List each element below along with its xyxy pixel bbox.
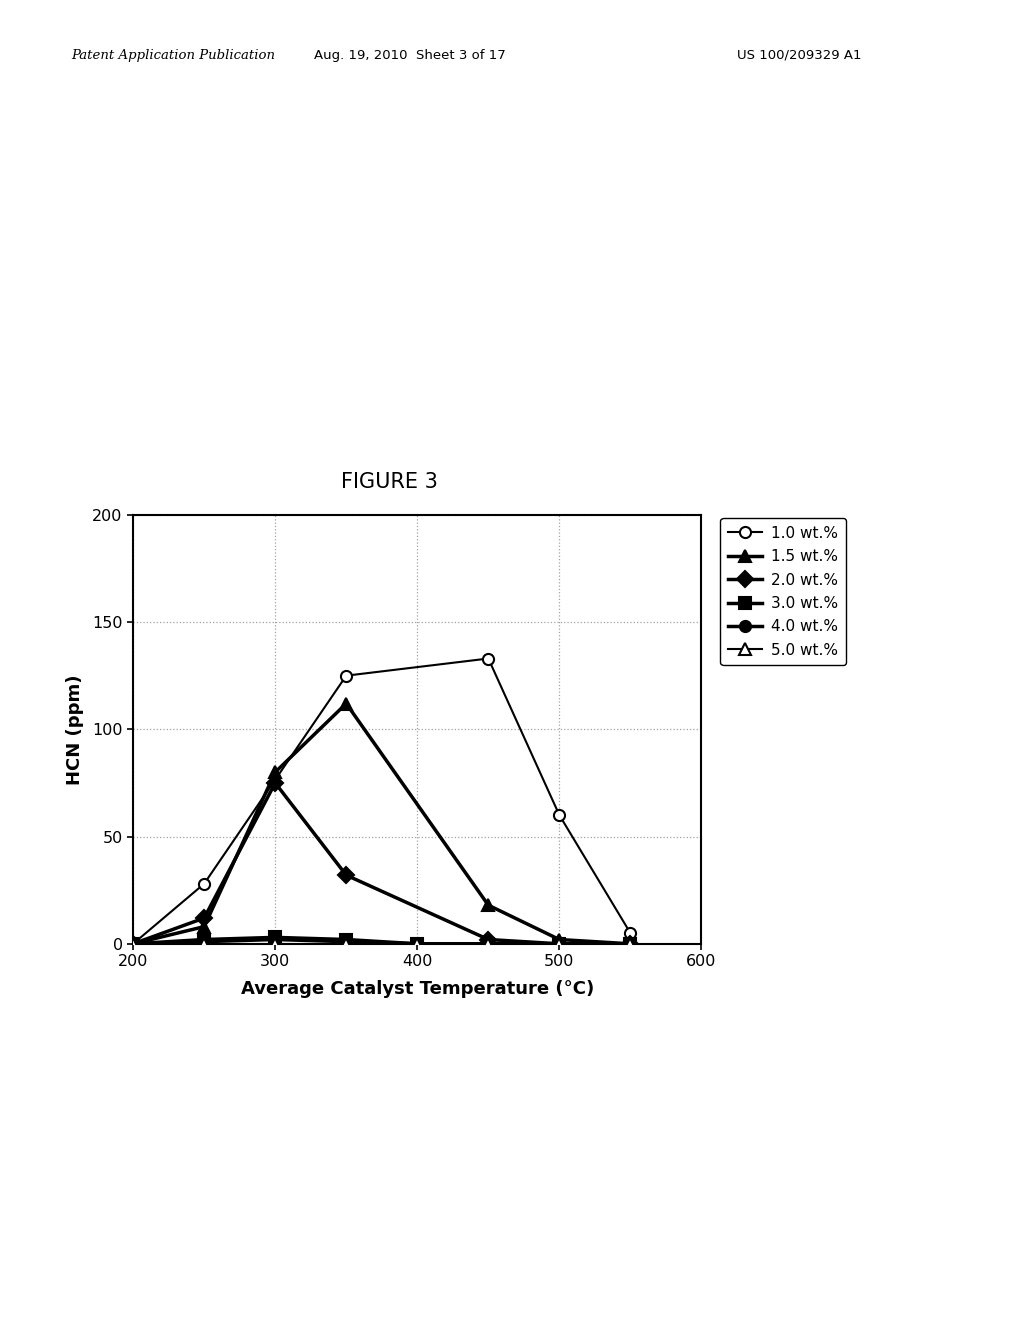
4.0 wt.% xyxy=(625,936,637,952)
1.5 wt.% xyxy=(127,936,139,952)
X-axis label: Average Catalyst Temperature (°C): Average Catalyst Temperature (°C) xyxy=(241,981,594,998)
4.0 wt.% xyxy=(553,936,565,952)
3.0 wt.% xyxy=(127,936,139,952)
1.5 wt.% xyxy=(482,898,495,913)
Line: 3.0 wt.%: 3.0 wt.% xyxy=(128,932,636,949)
4.0 wt.% xyxy=(482,936,495,952)
5.0 wt.% xyxy=(269,936,282,952)
1.5 wt.% xyxy=(625,936,637,952)
1.0 wt.% xyxy=(127,936,139,952)
1.0 wt.% xyxy=(553,807,565,824)
1.5 wt.% xyxy=(269,764,282,780)
4.0 wt.% xyxy=(198,933,210,949)
4.0 wt.% xyxy=(127,936,139,952)
Text: Patent Application Publication: Patent Application Publication xyxy=(72,49,275,62)
3.0 wt.% xyxy=(269,929,282,945)
5.0 wt.% xyxy=(625,936,637,952)
5.0 wt.% xyxy=(127,936,139,952)
2.0 wt.% xyxy=(553,936,565,952)
Line: 1.5 wt.%: 1.5 wt.% xyxy=(127,697,637,950)
5.0 wt.% xyxy=(553,936,565,952)
5.0 wt.% xyxy=(482,936,495,952)
2.0 wt.% xyxy=(269,775,282,791)
2.0 wt.% xyxy=(625,936,637,952)
4.0 wt.% xyxy=(340,933,352,949)
3.0 wt.% xyxy=(198,932,210,948)
Line: 1.0 wt.%: 1.0 wt.% xyxy=(128,653,636,949)
3.0 wt.% xyxy=(340,932,352,948)
5.0 wt.% xyxy=(198,936,210,952)
Legend: 1.0 wt.%, 1.5 wt.%, 2.0 wt.%, 3.0 wt.%, 4.0 wt.%, 5.0 wt.%: 1.0 wt.%, 1.5 wt.%, 2.0 wt.%, 3.0 wt.%, … xyxy=(721,519,846,665)
1.0 wt.% xyxy=(482,651,495,667)
2.0 wt.% xyxy=(340,867,352,883)
3.0 wt.% xyxy=(553,936,565,952)
1.0 wt.% xyxy=(198,876,210,892)
4.0 wt.% xyxy=(412,936,424,952)
Text: FIGURE 3: FIGURE 3 xyxy=(341,471,437,492)
Text: Aug. 19, 2010  Sheet 3 of 17: Aug. 19, 2010 Sheet 3 of 17 xyxy=(313,49,506,62)
5.0 wt.% xyxy=(412,936,424,952)
5.0 wt.% xyxy=(340,936,352,952)
Line: 4.0 wt.%: 4.0 wt.% xyxy=(128,935,636,949)
3.0 wt.% xyxy=(625,936,637,952)
2.0 wt.% xyxy=(482,932,495,948)
1.5 wt.% xyxy=(340,696,352,711)
Text: US 100/209329 A1: US 100/209329 A1 xyxy=(737,49,862,62)
4.0 wt.% xyxy=(269,932,282,948)
3.0 wt.% xyxy=(412,936,424,952)
2.0 wt.% xyxy=(198,911,210,927)
2.0 wt.% xyxy=(127,936,139,952)
Y-axis label: HCN (ppm): HCN (ppm) xyxy=(66,675,84,784)
1.0 wt.% xyxy=(340,668,352,684)
1.5 wt.% xyxy=(198,919,210,935)
1.5 wt.% xyxy=(553,932,565,948)
Line: 2.0 wt.%: 2.0 wt.% xyxy=(128,777,636,949)
3.0 wt.% xyxy=(482,936,495,952)
1.0 wt.% xyxy=(625,925,637,941)
Line: 5.0 wt.%: 5.0 wt.% xyxy=(128,939,636,949)
